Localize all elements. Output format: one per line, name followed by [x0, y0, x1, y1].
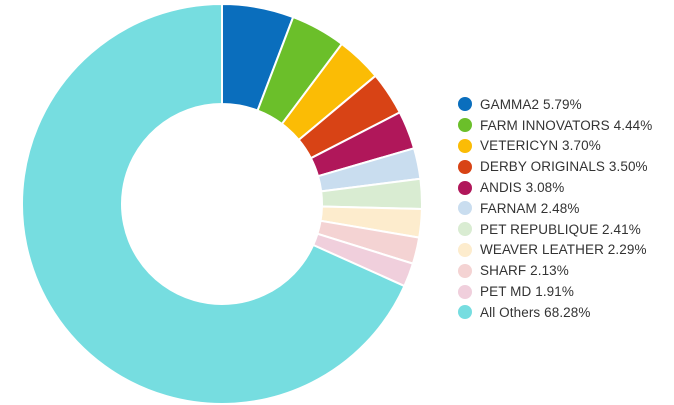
legend-item-farnam[interactable]: FARNAM 2.48%	[458, 198, 668, 219]
slice-all-others[interactable]	[21, 2, 406, 405]
legend-swatch	[458, 159, 472, 174]
legend-swatch	[458, 284, 472, 299]
legend-label: FARM INNOVATORS 4.44%	[480, 117, 653, 133]
legend-swatch	[458, 180, 472, 195]
legend-label: ANDIS 3.08%	[480, 180, 565, 196]
legend-item-vetericyn[interactable]: VETERICYN 3.70%	[458, 136, 668, 157]
legend-label: GAMMA2 5.79%	[480, 96, 582, 112]
legend-label: FARNAM 2.48%	[480, 200, 580, 216]
legend-item-farm-innovators[interactable]: FARM INNOVATORS 4.44%	[458, 115, 668, 136]
legend-label: PET REPUBLIQUE 2.41%	[480, 221, 641, 237]
legend-swatch	[458, 305, 472, 320]
legend-swatch	[458, 222, 472, 237]
legend-item-sharf[interactable]: SHARF 2.13%	[458, 260, 668, 281]
legend-item-andis[interactable]: ANDIS 3.08%	[458, 177, 668, 198]
donut-chart	[21, 2, 423, 405]
legend-label: DERBY ORIGINALS 3.50%	[480, 159, 648, 175]
legend-item-derby-originals[interactable]: DERBY ORIGINALS 3.50%	[458, 156, 668, 177]
legend-label: WEAVER LEATHER 2.29%	[480, 242, 647, 258]
legend-swatch	[458, 242, 472, 257]
legend-item-all-others[interactable]: All Others 68.28%	[458, 302, 668, 323]
legend-swatch	[458, 263, 472, 278]
legend-label: PET MD 1.91%	[480, 284, 574, 300]
legend-item-weaver-leather[interactable]: WEAVER LEATHER 2.29%	[458, 240, 668, 261]
chart-legend: GAMMA2 5.79% FARM INNOVATORS 4.44% VETERIC…	[458, 94, 668, 323]
legend-swatch	[458, 97, 472, 112]
legend-label: SHARF 2.13%	[480, 263, 569, 279]
legend-label: All Others 68.28%	[480, 304, 591, 320]
legend-swatch	[458, 201, 472, 216]
legend-swatch	[458, 138, 472, 153]
legend-item-gamma2[interactable]: GAMMA2 5.79%	[458, 94, 668, 115]
legend-item-pet-republique[interactable]: PET REPUBLIQUE 2.41%	[458, 219, 668, 240]
legend-swatch	[458, 118, 472, 133]
legend-item-pet-md[interactable]: PET MD 1.91%	[458, 281, 668, 302]
legend-label: VETERICYN 3.70%	[480, 138, 601, 154]
